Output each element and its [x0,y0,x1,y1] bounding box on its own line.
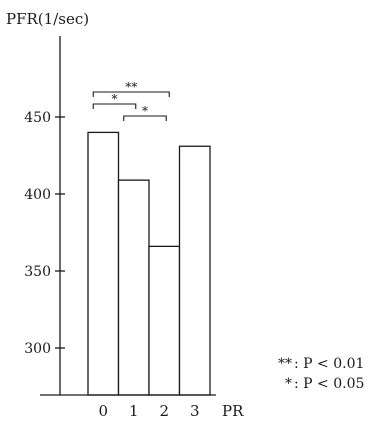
y-axis: 300 350 400 450 [24,36,65,395]
y-tick-label-450: 450 [24,110,51,126]
legend-symbol-1: * [285,376,292,392]
y-tick-label-350: 350 [24,264,51,280]
significance-bracket-0 [92,91,170,97]
x-axis: 0 1 2 3 [40,394,216,420]
legend-text-0: : P < 0.01 [294,356,364,372]
x-tick-label-1: 1 [129,402,139,420]
bar-1 [117,179,150,396]
significance-label-2: * [142,104,148,118]
significance-label-1: * [112,92,118,106]
bar-2 [148,245,181,396]
bars [87,131,211,396]
x-axis-label: PR [222,402,244,420]
bar-3 [178,145,211,396]
x-tick-label-3: 3 [190,402,200,420]
significance-legend: **: P < 0.01*: P < 0.05 [278,356,364,392]
x-tick-label-2: 2 [159,402,169,420]
significance-label-0: ** [125,80,137,94]
legend-symbol-0: ** [278,356,292,372]
legend-text-1: : P < 0.05 [294,376,364,392]
y-tick-label-400: 400 [24,187,51,203]
significance-bracket-1 [92,103,137,109]
x-tick-label-0: 0 [98,402,108,420]
significance-bracket-2 [123,115,167,121]
bar-0 [87,131,120,396]
y-tick-label-300: 300 [24,341,51,357]
y-axis-label: PFR(1/sec) [6,10,89,28]
significance-brackets: **** [92,80,170,121]
